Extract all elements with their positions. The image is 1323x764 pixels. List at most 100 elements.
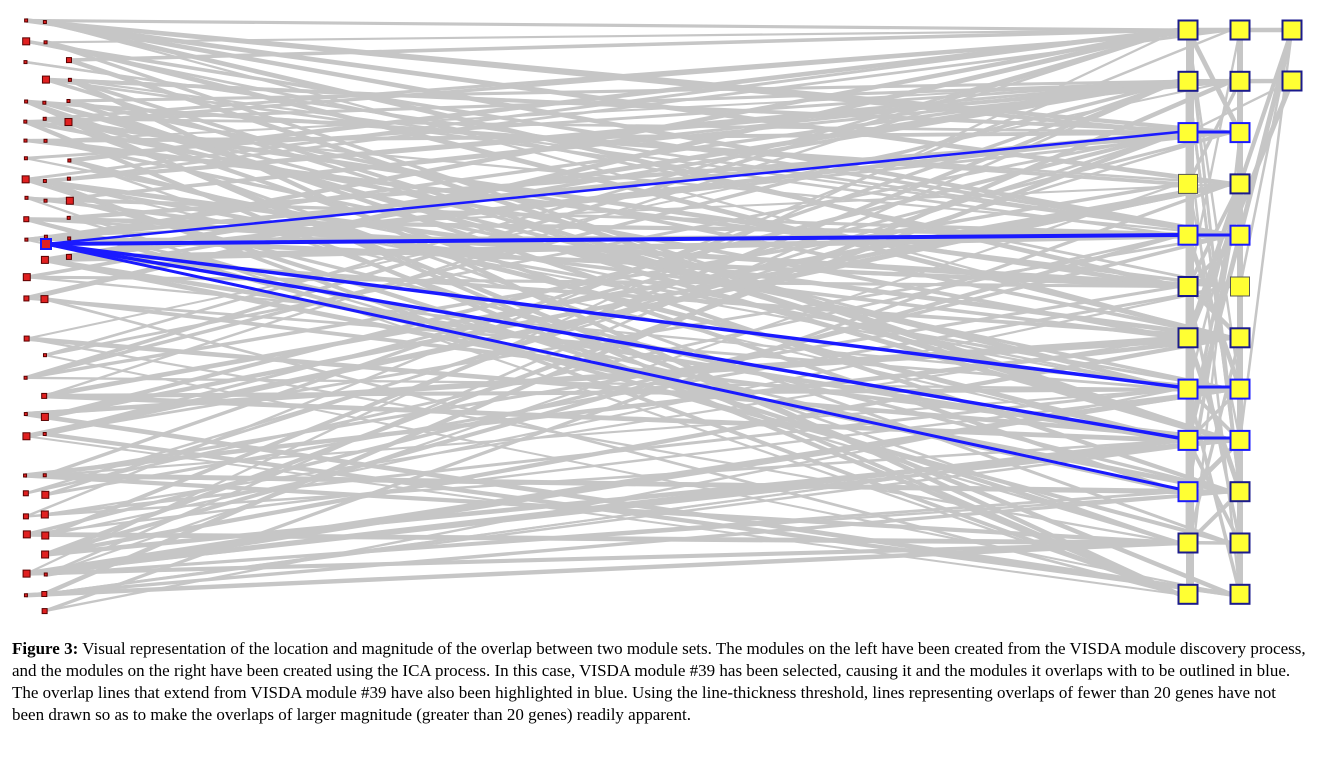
ica-module-node[interactable] (1281, 70, 1303, 92)
visda-module-node[interactable] (40, 510, 49, 519)
overlap-line (26, 297, 1180, 391)
ica-module-node[interactable] (1230, 276, 1250, 297)
visda-module-node[interactable] (42, 20, 47, 25)
visda-module-node[interactable] (40, 255, 49, 264)
visda-module-node[interactable] (41, 531, 50, 540)
visda-module-node[interactable] (23, 412, 28, 417)
visda-modules (21, 18, 74, 615)
visda-module-node[interactable] (41, 392, 48, 399)
visda-module-node[interactable] (42, 432, 47, 437)
visda-module-node[interactable] (41, 591, 48, 598)
ica-module-node[interactable] (1177, 224, 1199, 246)
overlap-line (44, 387, 1180, 613)
visda-module-node[interactable] (42, 353, 47, 358)
visda-module-node[interactable] (22, 513, 29, 520)
visda-module-node[interactable] (67, 236, 72, 241)
ica-module-node[interactable] (1229, 122, 1251, 144)
overlap-line (25, 27, 1180, 301)
ica-module-node[interactable] (1229, 224, 1251, 246)
visda-module-node[interactable] (22, 37, 31, 46)
ica-module-node[interactable] (1229, 583, 1251, 605)
ica-module-node[interactable] (1177, 19, 1199, 41)
ica-module-node[interactable] (1177, 429, 1199, 451)
visda-module-node[interactable] (23, 295, 30, 302)
overlap-line (45, 28, 1180, 44)
ica-module-node[interactable] (1229, 19, 1251, 41)
visda-module-node-selected[interactable] (40, 238, 52, 250)
ica-module-node[interactable] (1229, 429, 1251, 451)
overlap-line (25, 39, 1232, 288)
visda-module-node[interactable] (43, 40, 48, 45)
visda-module-node[interactable] (23, 60, 28, 65)
ica-module-node[interactable] (1177, 378, 1199, 400)
visda-module-node[interactable] (24, 237, 29, 242)
visda-module-node[interactable] (42, 100, 47, 105)
visda-module-node[interactable] (22, 569, 31, 578)
visda-module-node[interactable] (23, 473, 28, 478)
ica-module-node[interactable] (1229, 481, 1251, 503)
ica-module-node[interactable] (1177, 122, 1199, 144)
visda-module-node[interactable] (65, 57, 72, 64)
visda-module-node[interactable] (23, 216, 30, 223)
visda-module-node[interactable] (23, 156, 28, 161)
overlap-line (44, 439, 1180, 596)
visda-module-node[interactable] (41, 490, 50, 499)
visda-module-node[interactable] (23, 335, 30, 342)
visda-module-node[interactable] (64, 118, 73, 127)
visda-module-node[interactable] (23, 375, 28, 380)
visda-module-node[interactable] (22, 432, 31, 441)
highlighted-overlap-line (45, 242, 1180, 389)
ica-module-node[interactable] (1229, 378, 1251, 400)
visda-module-node[interactable] (42, 473, 47, 478)
overlap-line (44, 393, 1180, 443)
visda-module-node[interactable] (65, 196, 74, 205)
overlap-line (44, 182, 1232, 613)
visda-module-node[interactable] (66, 98, 71, 103)
visda-module-node[interactable] (42, 178, 47, 183)
visda-module-node[interactable] (65, 253, 72, 260)
visda-module-node[interactable] (24, 195, 29, 200)
visda-module-node[interactable] (23, 138, 28, 143)
visda-module-node[interactable] (66, 176, 71, 181)
visda-module-node[interactable] (21, 175, 30, 184)
visda-module-node[interactable] (22, 530, 31, 539)
ica-module-node[interactable] (1177, 276, 1199, 297)
ica-overlap-line (1185, 337, 1243, 493)
visda-module-node[interactable] (43, 572, 48, 577)
visda-module-node[interactable] (24, 99, 29, 104)
ica-module-node[interactable] (1177, 327, 1199, 349)
visda-module-node[interactable] (22, 273, 31, 282)
visda-module-node[interactable] (24, 18, 29, 23)
visda-module-node[interactable] (41, 608, 48, 615)
overlap-line (43, 28, 1180, 398)
ica-module-node[interactable] (1229, 327, 1251, 349)
overlap-line (25, 540, 1180, 598)
ica-module-node[interactable] (1229, 70, 1251, 92)
visda-module-node[interactable] (22, 490, 29, 497)
visda-module-node[interactable] (43, 198, 48, 203)
visda-module-node[interactable] (23, 119, 28, 124)
visda-module-node[interactable] (40, 295, 49, 304)
visda-module-node[interactable] (41, 550, 50, 559)
overlap-line (68, 28, 1180, 62)
ica-module-node[interactable] (1177, 70, 1199, 92)
visda-module-node[interactable] (40, 412, 49, 421)
visda-module-node[interactable] (67, 158, 72, 163)
ica-module-node[interactable] (1178, 173, 1198, 194)
visda-module-node[interactable] (41, 75, 50, 84)
visda-module-node[interactable] (43, 138, 48, 143)
visda-module-node[interactable] (23, 593, 28, 598)
visda-module-node[interactable] (67, 77, 72, 82)
visda-module-node[interactable] (66, 215, 71, 220)
ica-module-node[interactable] (1177, 532, 1199, 554)
ica-module-node[interactable] (1177, 481, 1199, 503)
ica-module-node[interactable] (1229, 173, 1251, 195)
ica-module-node[interactable] (1177, 583, 1199, 605)
ica-module-node[interactable] (1281, 19, 1303, 41)
overlap-line (26, 18, 1180, 32)
overlap-line (68, 27, 1180, 241)
visda-module-node[interactable] (43, 234, 48, 239)
visda-module-node[interactable] (42, 116, 47, 121)
ica-module-node[interactable] (1229, 532, 1251, 554)
overlap-line (45, 285, 1232, 537)
